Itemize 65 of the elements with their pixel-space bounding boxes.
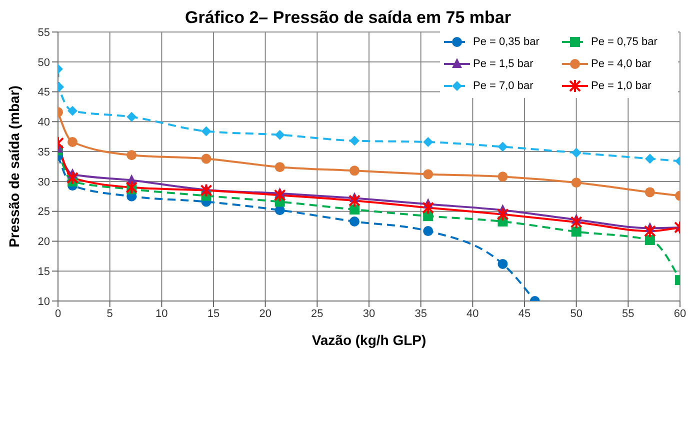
x-tick-label: 25 <box>311 308 324 320</box>
point <box>423 136 434 147</box>
legend-label: Pe = 0,35 bar <box>473 36 540 48</box>
point <box>571 148 582 158</box>
point <box>423 169 434 180</box>
legend-label: Pe = 1,0 bar <box>591 80 652 92</box>
point <box>274 162 285 172</box>
x-tick-label: 40 <box>466 308 479 320</box>
point <box>571 226 582 237</box>
point <box>422 200 434 215</box>
y-axis-title: Pressão de saída (mbar) <box>6 86 22 248</box>
point <box>644 235 655 246</box>
point <box>498 258 508 269</box>
legend-label: Pe = 4,0 bar <box>591 58 652 70</box>
x-tick-label: 20 <box>259 308 272 320</box>
point <box>66 170 79 185</box>
point <box>201 126 212 136</box>
x-tick-label: 15 <box>207 308 220 320</box>
point <box>68 136 78 147</box>
point <box>644 224 656 238</box>
point <box>498 142 508 152</box>
x-tick-label: 0 <box>54 308 62 320</box>
y-tick-label: 10 <box>38 296 50 308</box>
point <box>274 188 286 202</box>
point <box>349 216 360 226</box>
point <box>644 187 655 198</box>
y-tick-label: 35 <box>38 146 50 158</box>
point <box>274 130 285 140</box>
legend-label: Pe = 1,5 bar <box>473 58 534 70</box>
y-tick-label: 15 <box>38 266 50 278</box>
point <box>349 204 360 215</box>
point <box>348 194 360 208</box>
point <box>349 166 360 176</box>
point <box>498 172 508 182</box>
x-tick-label: 45 <box>518 308 531 320</box>
x-tick-label: 10 <box>156 308 168 320</box>
x-axis-title: Vazão (kg/h GLP) <box>312 332 426 348</box>
point <box>496 207 509 222</box>
point <box>126 112 137 122</box>
y-tick-label: 45 <box>38 86 50 99</box>
y-tick-label: 25 <box>38 206 50 218</box>
x-tick-label: 50 <box>570 308 582 320</box>
point <box>68 106 78 116</box>
point <box>126 180 138 194</box>
y-tick-label: 40 <box>38 116 50 129</box>
point <box>644 154 655 164</box>
point <box>201 154 212 164</box>
y-tick-label: 50 <box>38 56 50 69</box>
chart-title: Gráfico 2– Pressão de saída em 75 mbar <box>184 8 512 28</box>
point <box>200 183 212 198</box>
x-tick-label: 60 <box>674 308 686 320</box>
point <box>349 136 360 146</box>
x-tick-label: 5 <box>106 308 113 320</box>
legend-label: Pe = 7,0 bar <box>473 80 534 92</box>
x-tick-label: 30 <box>362 308 376 320</box>
legend-label: Pe = 0,75 bar <box>591 36 658 48</box>
point <box>571 178 582 188</box>
y-tick-label: 30 <box>38 176 50 188</box>
point <box>570 215 582 230</box>
x-tick-label: 55 <box>622 308 634 320</box>
point <box>423 226 434 236</box>
y-tick-label: 20 <box>38 236 50 248</box>
point <box>126 150 137 160</box>
x-tick-label: 35 <box>414 308 427 320</box>
y-tick-label: 55 <box>38 26 50 39</box>
